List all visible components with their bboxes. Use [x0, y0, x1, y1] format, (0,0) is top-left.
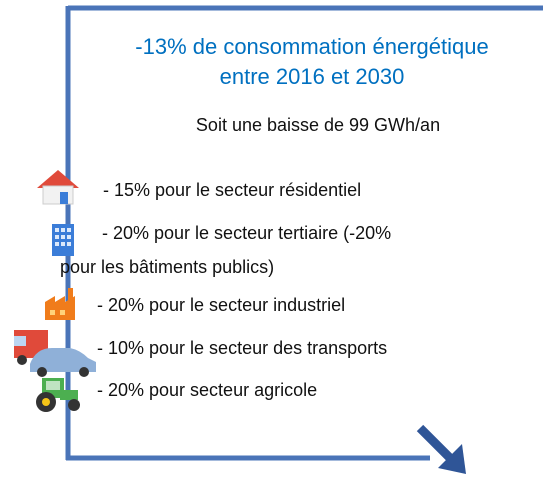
item-text: - 15% pour le secteur résidentiel: [103, 180, 361, 200]
item-text: - 20% pour le secteur industriel: [97, 295, 345, 315]
title-line: entre 2016 et 2030: [220, 64, 405, 89]
item-text: - 20% pour le secteur tertiaire (-20%: [97, 223, 391, 243]
building-icon: [52, 224, 74, 256]
factory-icon: [45, 288, 75, 320]
tractor-icon: [36, 378, 80, 412]
item-text: - 10% pour le secteur des transports: [97, 338, 387, 358]
arrow-shaft: [416, 424, 454, 462]
subtitle: Soit une baisse de 99 GWh/an: [196, 115, 440, 135]
item-text: - 20% pour secteur agricole: [97, 380, 317, 400]
transport-icon: [14, 330, 96, 377]
arrow-head: [438, 444, 466, 474]
house-icon: [37, 170, 79, 205]
title-line: -13% de consommation énergétique: [135, 34, 488, 59]
arrow: [416, 424, 466, 474]
item-text: pour les bâtiments publics): [60, 257, 274, 277]
